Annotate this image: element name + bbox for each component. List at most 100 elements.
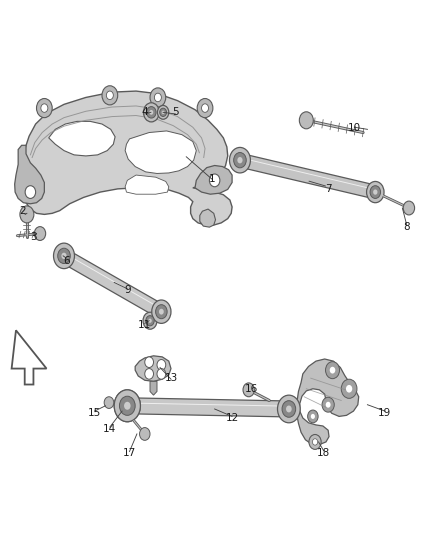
Circle shape	[157, 360, 166, 370]
Circle shape	[34, 227, 46, 240]
Polygon shape	[297, 359, 359, 445]
Polygon shape	[12, 330, 46, 384]
Circle shape	[322, 397, 334, 412]
Circle shape	[58, 249, 70, 263]
Text: 15: 15	[88, 408, 101, 418]
Circle shape	[41, 104, 48, 112]
Circle shape	[160, 108, 166, 117]
Polygon shape	[239, 154, 376, 199]
Circle shape	[120, 396, 135, 415]
Circle shape	[147, 107, 156, 118]
Circle shape	[367, 181, 384, 203]
Circle shape	[309, 434, 321, 449]
Circle shape	[312, 439, 318, 445]
Circle shape	[54, 244, 74, 268]
Circle shape	[150, 88, 166, 107]
Circle shape	[403, 201, 415, 215]
Polygon shape	[127, 398, 289, 417]
Circle shape	[230, 148, 251, 173]
Circle shape	[25, 185, 35, 198]
Circle shape	[237, 157, 243, 164]
Text: 9: 9	[124, 286, 131, 295]
Circle shape	[143, 312, 157, 329]
Circle shape	[102, 86, 118, 105]
Text: 7: 7	[325, 184, 332, 195]
Text: 19: 19	[378, 408, 392, 418]
Circle shape	[120, 396, 135, 415]
Circle shape	[58, 248, 70, 263]
Circle shape	[20, 206, 34, 223]
Text: 12: 12	[226, 413, 239, 423]
Text: 11: 11	[138, 320, 152, 330]
Circle shape	[104, 397, 114, 408]
Text: 13: 13	[164, 373, 177, 383]
Polygon shape	[125, 131, 196, 173]
Text: 4: 4	[141, 107, 148, 117]
Polygon shape	[14, 146, 44, 204]
Circle shape	[325, 362, 339, 378]
Circle shape	[124, 402, 131, 410]
Circle shape	[326, 402, 331, 408]
Circle shape	[370, 185, 381, 199]
Circle shape	[154, 93, 161, 102]
Text: 18: 18	[317, 448, 330, 457]
Text: 17: 17	[123, 448, 136, 457]
Polygon shape	[18, 91, 232, 225]
Circle shape	[346, 385, 352, 393]
Text: 10: 10	[348, 123, 361, 133]
Circle shape	[282, 401, 296, 417]
Circle shape	[299, 112, 313, 129]
Polygon shape	[150, 381, 157, 395]
Circle shape	[286, 406, 292, 413]
Circle shape	[159, 309, 164, 314]
Circle shape	[114, 390, 141, 422]
Circle shape	[233, 152, 246, 168]
Circle shape	[155, 305, 167, 319]
Circle shape	[144, 103, 159, 122]
Circle shape	[311, 414, 315, 419]
Text: 1: 1	[209, 174, 216, 184]
Polygon shape	[195, 165, 232, 194]
Circle shape	[330, 367, 336, 374]
Circle shape	[201, 104, 208, 112]
Circle shape	[58, 248, 70, 263]
Polygon shape	[125, 175, 169, 194]
Text: 5: 5	[172, 107, 179, 117]
Circle shape	[124, 402, 131, 410]
Polygon shape	[135, 356, 171, 381]
Polygon shape	[49, 122, 115, 156]
Circle shape	[234, 154, 246, 167]
Circle shape	[157, 368, 166, 379]
Circle shape	[209, 174, 220, 187]
Circle shape	[148, 319, 152, 323]
Circle shape	[157, 106, 169, 119]
Text: 8: 8	[403, 222, 410, 232]
Circle shape	[341, 379, 357, 398]
Circle shape	[145, 357, 153, 368]
Polygon shape	[200, 209, 215, 227]
Circle shape	[146, 316, 154, 326]
Circle shape	[106, 91, 113, 100]
Circle shape	[307, 410, 318, 423]
Circle shape	[61, 253, 67, 259]
Text: 16: 16	[245, 384, 258, 394]
Circle shape	[62, 253, 67, 259]
Circle shape	[283, 401, 295, 417]
Circle shape	[36, 99, 52, 118]
Text: 2: 2	[19, 206, 26, 216]
Polygon shape	[61, 249, 164, 318]
Circle shape	[121, 398, 134, 414]
Text: 6: 6	[63, 256, 70, 266]
Circle shape	[114, 390, 141, 422]
Circle shape	[140, 427, 150, 440]
Circle shape	[152, 300, 171, 324]
Text: 14: 14	[103, 424, 117, 434]
Circle shape	[149, 110, 153, 115]
Circle shape	[53, 243, 74, 269]
Circle shape	[197, 99, 213, 118]
Circle shape	[145, 368, 153, 379]
Circle shape	[373, 189, 378, 195]
Circle shape	[370, 185, 381, 198]
Circle shape	[278, 395, 300, 423]
Circle shape	[243, 383, 254, 397]
